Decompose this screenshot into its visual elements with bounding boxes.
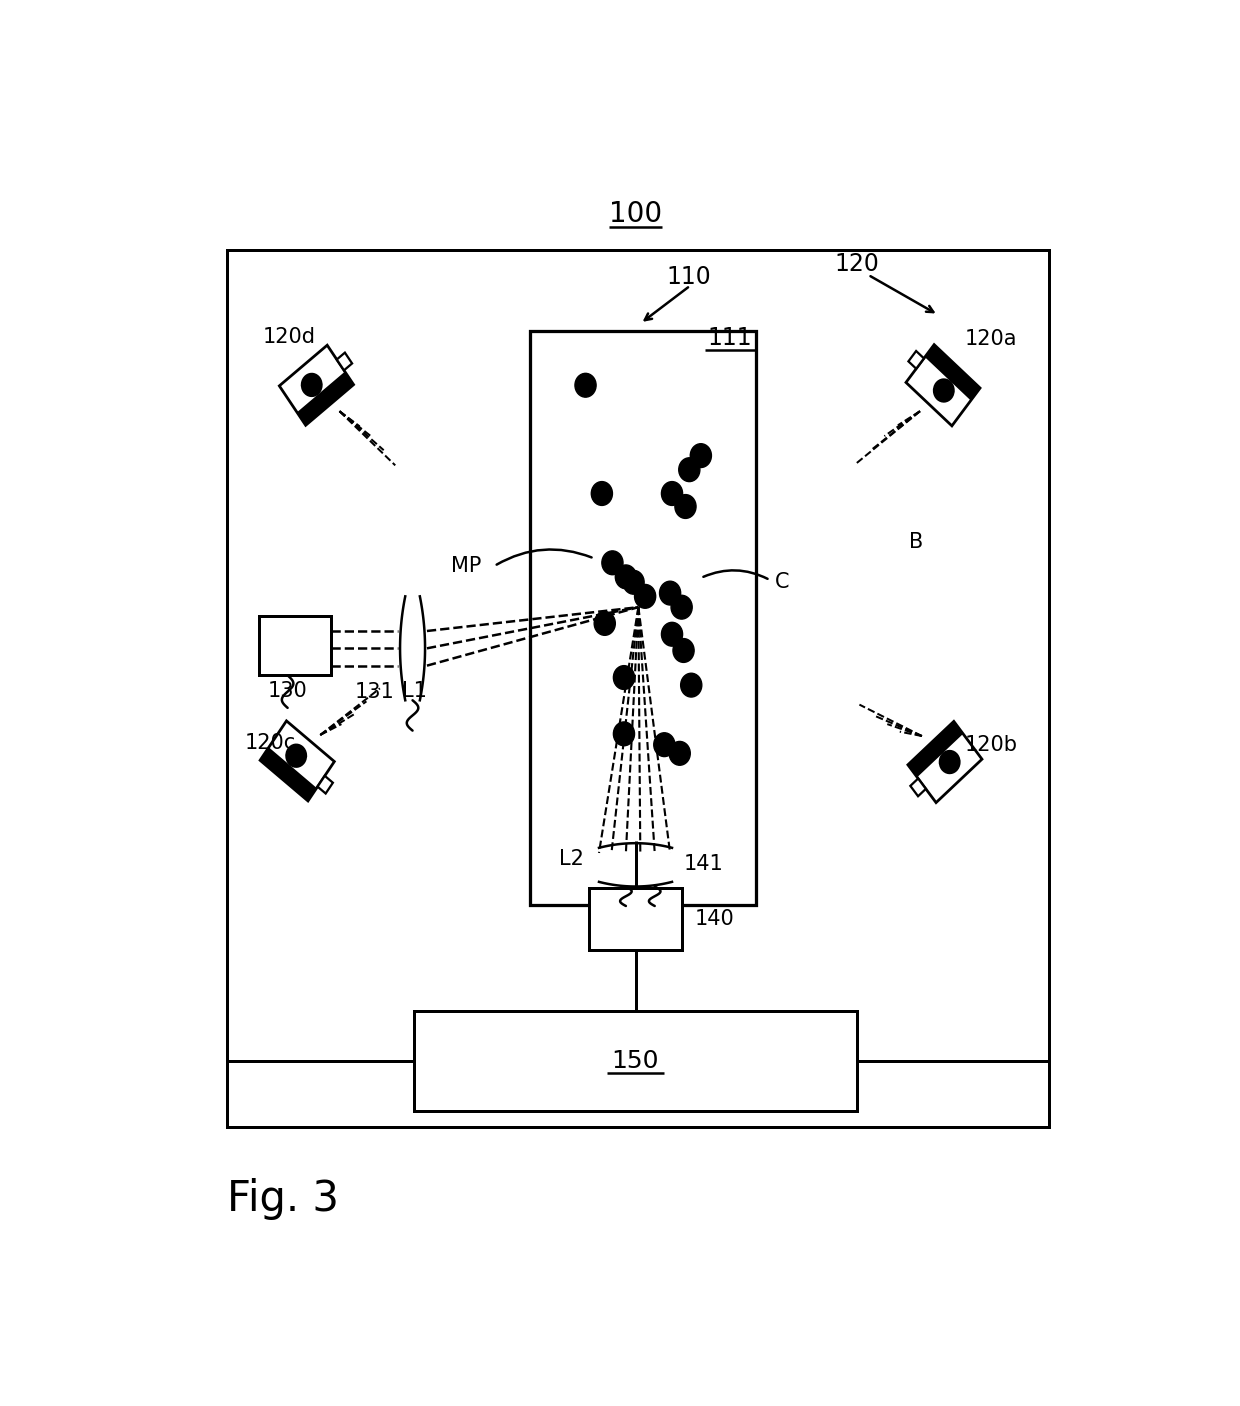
Text: L1: L1 [402,681,427,700]
Text: L2: L2 [558,849,584,869]
Bar [589,887,682,950]
Text: 120d: 120d [263,326,316,346]
Text: MP: MP [451,555,481,576]
Bar [925,344,980,401]
Text: 120: 120 [835,252,879,276]
Circle shape [622,571,644,595]
Bar [260,747,316,801]
Circle shape [670,741,691,765]
Text: C: C [775,572,790,592]
Bar [910,779,926,796]
Text: 111: 111 [707,326,751,350]
Bar [908,721,982,803]
Circle shape [681,673,702,697]
Bar [414,1011,857,1111]
Circle shape [671,595,692,619]
Bar [279,346,353,425]
Bar [227,250,1049,1126]
Circle shape [675,495,696,519]
Text: 120c: 120c [244,733,295,752]
Bar [908,721,963,778]
Text: 100: 100 [609,200,662,228]
Circle shape [691,444,712,468]
Text: Fig. 3: Fig. 3 [227,1178,339,1220]
Text: 120b: 120b [965,735,1018,755]
Text: B: B [909,533,924,553]
Text: 120a: 120a [965,329,1018,349]
Text: 141: 141 [683,853,723,873]
Circle shape [615,565,636,589]
Bar [906,344,980,426]
Circle shape [661,482,682,505]
Circle shape [940,751,960,773]
Text: 130: 130 [268,681,308,700]
Circle shape [286,745,306,766]
Circle shape [660,581,681,605]
Circle shape [614,721,635,745]
Text: 150: 150 [611,1049,660,1073]
Circle shape [653,733,675,756]
Bar [337,353,352,370]
Bar [529,332,755,905]
Circle shape [601,551,622,575]
Circle shape [934,380,954,401]
Circle shape [594,612,615,636]
Bar [259,616,331,675]
Circle shape [678,458,699,482]
Bar [909,352,924,368]
Bar [317,776,332,793]
Circle shape [591,482,613,505]
Circle shape [661,623,682,647]
Circle shape [575,374,596,396]
Circle shape [673,638,694,662]
Bar [260,721,335,801]
Circle shape [303,374,321,396]
Text: 140: 140 [696,908,735,929]
Text: 131: 131 [355,682,394,702]
Bar [298,371,353,425]
Circle shape [614,665,635,689]
Circle shape [635,585,656,609]
Text: 110: 110 [666,264,711,290]
